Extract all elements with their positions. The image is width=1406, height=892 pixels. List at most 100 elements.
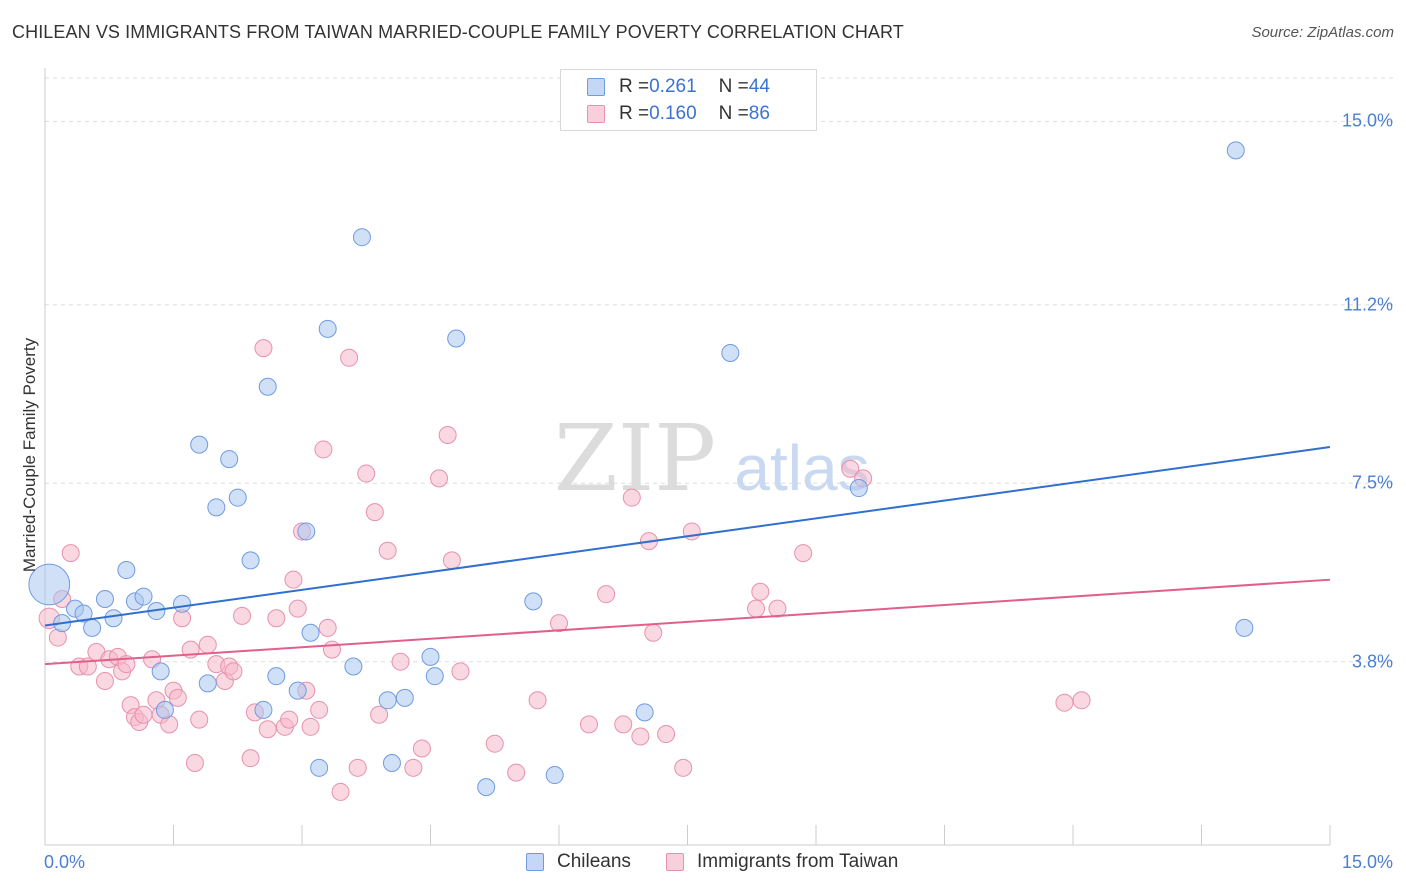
- chileans-point: [849, 479, 868, 498]
- taiwan-point: [751, 582, 770, 601]
- y-tick-label: 11.2%: [1343, 294, 1393, 315]
- y-tick-label: 15.0%: [1341, 110, 1393, 131]
- taiwan-point: [597, 585, 616, 604]
- chileans-point: [301, 623, 320, 642]
- taiwan-point: [1072, 691, 1091, 710]
- taiwan-point: [378, 541, 397, 560]
- taiwan-point: [310, 700, 329, 719]
- taiwan-point: [550, 614, 568, 633]
- chileans-point: [104, 609, 123, 628]
- taiwan-point: [258, 720, 277, 739]
- taiwan-point: [322, 640, 341, 659]
- taiwan-point: [451, 662, 470, 681]
- taiwan-point: [841, 459, 860, 478]
- taiwan-point: [61, 544, 80, 563]
- chileans-swatch: [587, 78, 605, 96]
- taiwan-point: [284, 570, 303, 589]
- taiwan-point: [224, 662, 243, 681]
- legend-label-taiwan: Immigrants from Taiwan: [697, 851, 899, 872]
- taiwan-point: [267, 609, 286, 628]
- taiwan-point: [288, 599, 307, 618]
- y-axis-title: Married-Couple Family Poverty: [20, 337, 39, 573]
- chileans-point: [28, 563, 71, 606]
- x-tick-max: 15.0%: [1341, 852, 1393, 872]
- taiwan-point: [357, 464, 376, 483]
- taiwan-legend-swatch: [666, 853, 684, 871]
- chileans-point: [134, 587, 153, 606]
- chart-title: CHILEAN VS IMMIGRANTS FROM TAIWAN MARRIE…: [12, 22, 904, 42]
- x-tick-min: 0.0%: [44, 852, 86, 872]
- chileans-point: [1226, 141, 1245, 160]
- taiwan-point: [198, 635, 217, 654]
- taiwan-trend-line: [44, 578, 1331, 666]
- taiwan-points: [38, 339, 1091, 801]
- taiwan-point: [404, 758, 423, 777]
- taiwan-point: [348, 758, 367, 777]
- chileans-point: [395, 688, 414, 707]
- chileans-point: [207, 498, 226, 517]
- chileans-point: [258, 377, 277, 396]
- taiwan-point: [631, 727, 650, 746]
- taiwan-point: [280, 710, 299, 729]
- taiwan-point: [301, 717, 320, 736]
- chileans-point: [254, 700, 273, 719]
- taiwan-point: [674, 758, 693, 777]
- chileans-point: [241, 551, 260, 570]
- chileans-point: [220, 450, 239, 469]
- chileans-point: [198, 674, 217, 693]
- legend-r-label: R =: [619, 103, 650, 124]
- taiwan-point: [412, 739, 431, 758]
- taiwan-point: [370, 705, 389, 724]
- chileans-point: [83, 618, 102, 637]
- legend-r-value: 0.261: [649, 76, 697, 97]
- taiwan-point: [614, 715, 633, 734]
- chileans-point: [378, 691, 397, 710]
- taiwan-point: [442, 551, 461, 570]
- chileans-point: [74, 604, 93, 623]
- chileans-trend-line: [44, 446, 1331, 627]
- chileans-point: [310, 758, 329, 777]
- chileans-point: [382, 753, 401, 772]
- chileans-point: [190, 435, 209, 454]
- taiwan-point: [168, 688, 187, 707]
- taiwan-point: [314, 440, 333, 459]
- taiwan-swatch: [587, 105, 605, 123]
- legend-item-taiwan: Immigrants from Taiwan: [666, 851, 898, 873]
- chileans-point: [173, 594, 192, 613]
- taiwan-point: [331, 782, 350, 801]
- chileans-point: [421, 647, 440, 666]
- chileans-point: [95, 589, 114, 608]
- watermark: ZIP atlas: [554, 405, 870, 512]
- chileans-point: [477, 778, 496, 797]
- taiwan-point: [507, 763, 526, 782]
- chileans-point: [228, 488, 247, 507]
- source-label: Source: ZipAtlas.com: [1251, 24, 1394, 41]
- legend-label-chileans: Chileans: [557, 851, 631, 872]
- legend-item-chileans: Chileans: [526, 851, 631, 873]
- taiwan-point: [241, 749, 260, 768]
- chileans-point: [344, 657, 363, 676]
- chileans-point: [297, 522, 316, 541]
- legend-r-value: 0.160: [649, 103, 697, 124]
- y-tick-label: 3.8%: [1351, 651, 1393, 672]
- chileans-point: [635, 703, 654, 722]
- taiwan-point: [1055, 693, 1074, 712]
- chileans-legend-swatch: [526, 853, 544, 871]
- legend-r-label: R =: [619, 76, 650, 97]
- taiwan-point: [95, 671, 114, 690]
- taiwan-point: [768, 599, 787, 618]
- taiwan-point: [438, 425, 457, 444]
- taiwan-point: [794, 544, 813, 563]
- legend-row-taiwan: R = 0.160 N = 86: [587, 102, 770, 126]
- taiwan-point: [254, 339, 273, 358]
- legend-n-label: N =: [718, 103, 749, 124]
- taiwan-point: [134, 705, 153, 724]
- grid-lines: [45, 77, 1395, 663]
- chileans-point: [721, 343, 740, 362]
- y-tick-label: 7.5%: [1351, 472, 1393, 493]
- trend-lines: [44, 446, 1331, 666]
- chileans-point: [267, 667, 286, 686]
- chileans-point: [352, 228, 371, 247]
- taiwan-point: [579, 715, 598, 734]
